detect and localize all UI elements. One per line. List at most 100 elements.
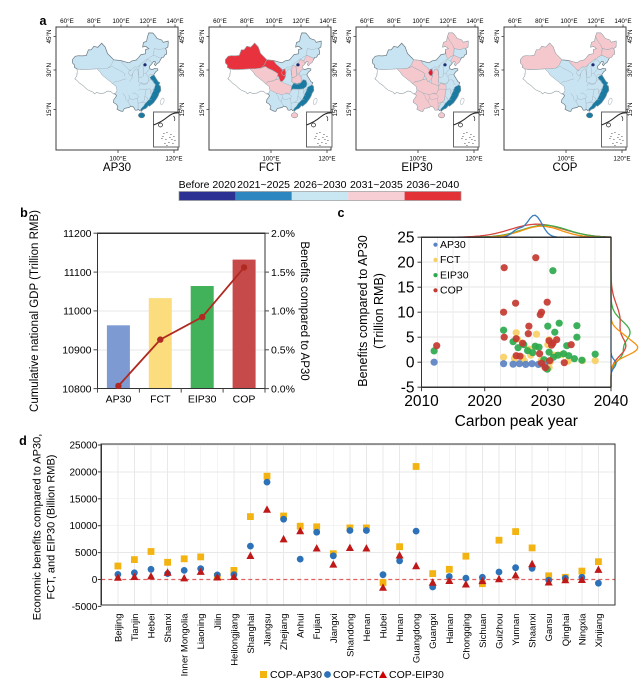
svg-text:Jiangxi: Jiangxi	[329, 614, 340, 644]
svg-text:140°E: 140°E	[166, 17, 183, 25]
svg-text:140°E: 140°E	[319, 17, 336, 25]
svg-text:60°E: 60°E	[508, 17, 522, 25]
svg-text:Ningxia: Ningxia	[577, 613, 588, 645]
svg-text:Hebei: Hebei	[147, 614, 158, 639]
svg-text:2.0%: 2.0%	[271, 228, 295, 240]
svg-text:45°N: 45°N	[331, 29, 339, 44]
svg-text:c: c	[338, 206, 345, 220]
svg-text:2010: 2010	[404, 393, 439, 410]
svg-text:-5: -5	[401, 380, 415, 397]
svg-text:AP30: AP30	[440, 239, 466, 251]
svg-text:25000: 25000	[69, 441, 97, 452]
svg-text:45°N: 45°N	[45, 29, 53, 44]
svg-text:COP: COP	[440, 285, 463, 297]
svg-text:80°E: 80°E	[87, 17, 101, 25]
svg-text:Hainan: Hainan	[445, 614, 456, 644]
svg-text:120°E: 120°E	[613, 155, 630, 163]
svg-text:10: 10	[397, 305, 415, 322]
svg-text:30°N: 30°N	[331, 63, 339, 78]
svg-text:20000: 20000	[69, 467, 97, 478]
svg-text:15°N: 15°N	[331, 102, 339, 117]
svg-text:Economic benefits compared to: Economic benefits compared to AP30,	[32, 434, 44, 621]
svg-text:COP-EIP30: COP-EIP30	[389, 669, 444, 681]
svg-text:60°E: 60°E	[213, 17, 227, 25]
svg-text:a: a	[40, 14, 48, 28]
svg-text:2036~2040: 2036~2040	[406, 179, 459, 191]
svg-text:FCT, and EIP30 (Billion RMB): FCT, and EIP30 (Billion RMB)	[46, 455, 58, 600]
svg-text:100°E: 100°E	[409, 155, 426, 163]
svg-text:1.0%: 1.0%	[271, 306, 295, 318]
svg-text:10900: 10900	[62, 344, 91, 356]
svg-text:2020: 2020	[467, 393, 502, 410]
svg-text:120°E: 120°E	[465, 155, 482, 163]
svg-text:100°E: 100°E	[112, 17, 129, 25]
svg-text:15°N: 15°N	[478, 102, 486, 117]
svg-text:Shanghai: Shanghai	[246, 614, 257, 654]
svg-text:15°N: 15°N	[45, 102, 53, 117]
svg-text:Henan: Henan	[362, 614, 373, 642]
svg-text:15°N: 15°N	[178, 102, 186, 117]
svg-text:45°N: 45°N	[198, 29, 206, 44]
svg-text:FCT: FCT	[150, 394, 171, 406]
svg-text:COP-AP30: COP-AP30	[270, 669, 322, 681]
svg-text:100°E: 100°E	[265, 17, 282, 25]
svg-text:120°E: 120°E	[139, 17, 156, 25]
svg-text:20: 20	[397, 255, 415, 272]
svg-text:11200: 11200	[63, 228, 92, 240]
svg-text:Tianjin: Tianjin	[130, 614, 141, 642]
svg-text:30°N: 30°N	[493, 63, 501, 78]
svg-text:Cumulative national GDP (Trill: Cumulative national GDP (Trillion RMB)	[29, 210, 41, 412]
svg-text:FCT: FCT	[259, 162, 281, 174]
svg-text:Shandong: Shandong	[345, 614, 356, 657]
svg-text:2031~2035: 2031~2035	[350, 179, 403, 191]
svg-text:Shanxi: Shanxi	[163, 614, 174, 643]
svg-text:Fujian: Fujian	[312, 614, 323, 640]
svg-text:Shaanxi: Shaanxi	[528, 614, 539, 648]
svg-text:15: 15	[397, 280, 414, 297]
svg-text:15°N: 15°N	[198, 102, 206, 117]
svg-text:120°E: 120°E	[165, 155, 182, 163]
svg-text:80°E: 80°E	[387, 17, 401, 25]
svg-text:120°E: 120°E	[439, 17, 456, 25]
svg-text:Yunnan: Yunnan	[511, 614, 522, 646]
svg-text:Guangdong: Guangdong	[412, 614, 423, 664]
svg-text:30°N: 30°N	[478, 63, 486, 78]
svg-text:100°E: 100°E	[557, 155, 574, 163]
svg-text:AP30: AP30	[106, 394, 132, 406]
svg-text:Anhui: Anhui	[296, 614, 307, 638]
svg-text:15°N: 15°N	[626, 102, 634, 117]
svg-text:Chongqing: Chongqing	[461, 614, 472, 660]
svg-text:EIP30: EIP30	[440, 269, 469, 281]
svg-text:45°N: 45°N	[178, 29, 186, 44]
svg-text:2040: 2040	[594, 393, 629, 410]
svg-text:100°E: 100°E	[262, 155, 279, 163]
svg-text:Jiangsu: Jiangsu	[263, 614, 274, 647]
svg-text:100°E: 100°E	[412, 17, 429, 25]
svg-text:2030: 2030	[531, 393, 566, 410]
svg-text:1.5%: 1.5%	[271, 267, 295, 279]
svg-text:0.5%: 0.5%	[271, 344, 295, 356]
svg-text:EIP30: EIP30	[401, 162, 432, 174]
svg-text:140°E: 140°E	[614, 17, 631, 25]
svg-text:140°E: 140°E	[466, 17, 483, 25]
svg-text:30°N: 30°N	[626, 63, 634, 78]
svg-text:100°E: 100°E	[109, 155, 126, 163]
svg-text:(Trillion RMB): (Trillion RMB)	[372, 273, 386, 349]
svg-text:80°E: 80°E	[240, 17, 254, 25]
svg-text:COP-FCT: COP-FCT	[333, 669, 380, 681]
svg-text:30°N: 30°N	[45, 63, 53, 78]
svg-text:45°N: 45°N	[478, 29, 486, 44]
svg-text:Sichuan: Sichuan	[478, 614, 489, 648]
svg-text:30°N: 30°N	[345, 63, 353, 78]
svg-text:Zhejiang: Zhejiang	[279, 614, 290, 650]
svg-text:11100: 11100	[64, 267, 92, 279]
svg-text:Carbon peak year: Carbon peak year	[455, 413, 578, 430]
svg-text:b: b	[20, 206, 28, 220]
svg-text:30°N: 30°N	[178, 63, 186, 78]
svg-text:45°N: 45°N	[493, 29, 501, 44]
svg-text:0.0%: 0.0%	[271, 383, 295, 395]
svg-text:-5000: -5000	[72, 602, 98, 613]
svg-text:5000: 5000	[75, 548, 98, 559]
svg-text:15000: 15000	[69, 494, 97, 505]
svg-text:Guizhou: Guizhou	[495, 614, 506, 649]
